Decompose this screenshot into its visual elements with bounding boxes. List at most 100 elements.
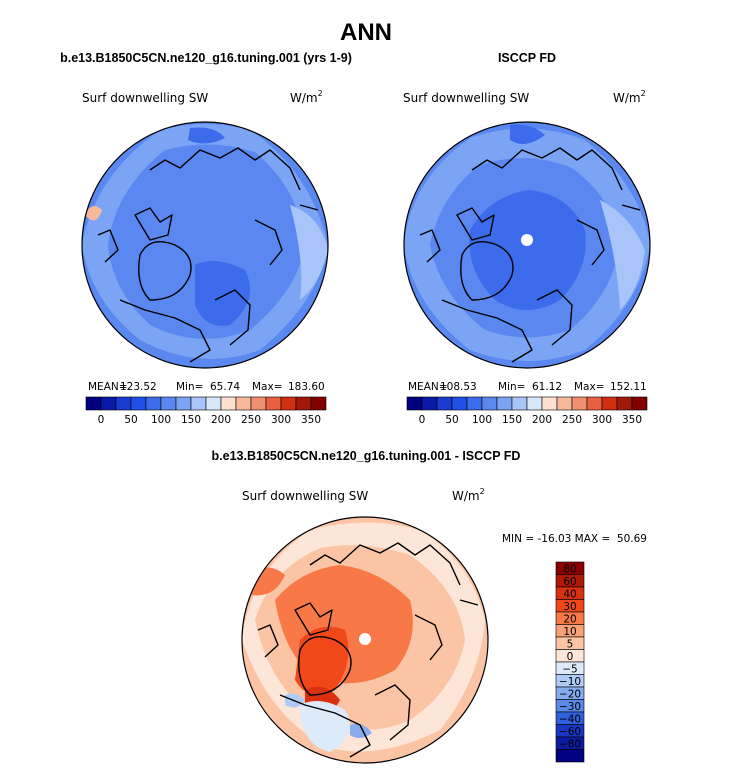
colorbar-tick-label: 150 [502,414,522,426]
colorbar-swatch [421,396,438,411]
colorbar-tick-label: 100 [151,414,171,426]
panel-model-units: W/m2 [290,89,323,105]
panel-diff-coastlines [257,542,479,758]
panel-obs-map-border [403,121,651,369]
colorbar-tick-label: 150 [181,414,201,426]
panel-diff: b.e13.B1850C5CN.ne120_g16.tuning.001 - I… [212,449,647,764]
colorbar-tick-label: −40 [559,714,581,726]
panel-diff-subtitle: b.e13.B1850C5CN.ne120_g16.tuning.001 - I… [212,449,521,463]
panel-diff-minmax: MIN = -16.03 MAX = 50.69 [502,533,647,545]
panel-obs-max-label: Max= [574,381,605,393]
panel-obs: ISCCP FD Surf downwelling SW W/m2 MEAN= … [403,51,651,426]
colorbar-swatch [541,396,558,411]
map-pole-hole [521,234,533,246]
panel-obs-colorbar: 0 50 100 150 200 250 300 350 [406,396,648,426]
colorbar-tick-label: 60 [563,576,576,588]
colorbar-tick-label: 0 [567,651,574,663]
panel-obs-min-value: 61.12 [532,381,562,393]
colorbar-swatch [85,396,102,411]
colorbar-swatch [436,396,453,411]
colorbar-swatch [235,396,252,411]
colorbar-tick-label: 0 [419,414,426,426]
panel-model-coastlines [97,147,319,363]
panel-obs-mean-label: MEAN= [408,381,448,393]
map-fill-north-low [188,127,225,144]
panel-obs-variable: Surf downwelling SW [403,91,529,105]
colorbar-swatch [160,396,177,411]
colorbar-swatch [220,396,237,411]
colorbar-tick-label: 250 [562,414,582,426]
colorbar-tick-label: −20 [559,689,581,701]
colorbar-tick-label: 350 [301,414,321,426]
colorbar-swatch [601,396,618,411]
colorbar-swatch [466,396,483,411]
panel-obs-subtitle: ISCCP FD [498,51,556,65]
colorbar-tick-label: −10 [559,676,581,688]
colorbar-swatch [571,396,588,411]
map-fill-hot-region [295,626,349,696]
colorbar-swatch [280,396,297,411]
panel-obs-mean-value: 108.53 [440,381,477,393]
panel-obs-coastlines [419,147,641,363]
panel-diff-map-border [241,516,489,764]
colorbar-tick-label: −80 [559,739,581,751]
colorbar-swatch [205,396,222,411]
panel-model-max-value: 183.60 [288,381,325,393]
map-fill-cool-spot [350,723,372,739]
map-fill-light-east [290,205,328,300]
panel-model-min-label: Min= [176,381,203,393]
colorbar-swatch [586,396,603,411]
main-title: ANN [340,19,392,46]
panel-model-mean-label: MEAN= [88,381,128,393]
colorbar-swatch [265,396,282,411]
colorbar-tick-label: 300 [592,414,612,426]
panel-model-map [82,122,328,368]
colorbar-swatch [555,749,585,763]
colorbar-swatch [100,396,117,411]
colorbar-swatch [556,396,573,411]
colorbar-tick-label: 30 [563,601,576,613]
colorbar-swatch [250,396,267,411]
panel-model-variable: Surf downwelling SW [82,91,208,105]
colorbar-tick-label: 50 [124,414,137,426]
colorbar-tick-label: 300 [271,414,291,426]
colorbar-tick-label: −60 [559,726,581,738]
colorbar-swatch [616,396,633,411]
map-fill-mid-band [108,144,305,339]
colorbar-swatch [145,396,162,411]
panel-obs-map [404,122,650,368]
colorbar-tick-label: −30 [559,701,581,713]
map-fill-warm-spot [85,206,102,221]
colorbar-tick-label: 20 [563,614,576,626]
panel-diff-map [242,517,488,763]
map-fill-low-region [195,261,250,326]
colorbar-swatch [190,396,207,411]
colorbar-swatch [496,396,513,411]
panel-model-subtitle: b.e13.B1850C5CN.ne120_g16.tuning.001 (yr… [60,51,352,65]
panel-obs-max-value: 152.11 [610,381,647,393]
panel-model-mean-value: 123.52 [120,381,157,393]
colorbar-swatch [130,396,147,411]
colorbar-tick-label: 200 [211,414,231,426]
panel-model: b.e13.B1850C5CN.ne120_g16.tuning.001 (yr… [60,51,352,426]
panel-model-map-border [81,121,329,369]
colorbar-tick-label: 10 [563,626,576,638]
colorbar-swatch [310,396,327,411]
colorbar-tick-label: 50 [445,414,458,426]
panel-model-min-value: 65.74 [210,381,240,393]
colorbar-tick-label: −5 [562,664,577,676]
colorbar-swatch [511,396,528,411]
map-pole-hole [359,633,371,645]
colorbar-tick-label: 200 [532,414,552,426]
map-fill-low-region [469,190,586,310]
map-fill-light-east [600,200,645,310]
panel-diff-units: W/m2 [452,487,485,503]
colorbar-tick-label: 80 [563,564,576,576]
panel-diff-variable: Surf downwelling SW [242,489,368,503]
colorbar-swatch [631,396,648,411]
map-fill-north-low [510,124,545,144]
colorbar-swatch [406,396,423,411]
colorbar-tick-label: 0 [98,414,105,426]
